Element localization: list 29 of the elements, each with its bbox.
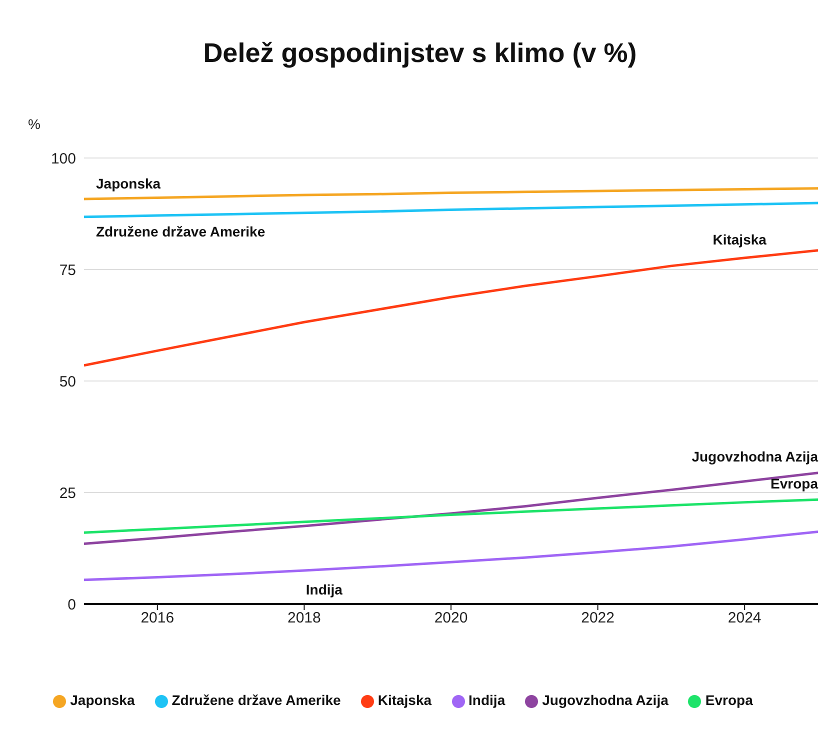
line-series xyxy=(84,498,818,534)
line-series xyxy=(84,249,818,367)
line-series xyxy=(84,472,818,546)
y-tick-label: 100 xyxy=(50,150,76,168)
text: Jugovzhodna Azija xyxy=(692,448,818,465)
x-tick-label: 2020 xyxy=(434,610,468,627)
text: Združene države Amerike xyxy=(96,224,266,240)
legend-label: Evropa xyxy=(705,692,753,708)
legend-label: Združene države Amerike xyxy=(172,692,341,708)
y-tick-label: 75 xyxy=(59,262,76,279)
x-tick-label: 2016 xyxy=(140,610,174,627)
y-tick-label: 0 xyxy=(68,596,76,614)
legend-label: Jugovzhodna Azija xyxy=(542,692,668,708)
legend-label: Indija xyxy=(468,692,506,708)
text: Evropa xyxy=(770,475,818,492)
chart-title: Delež gospodinjstev s klimo (v %) xyxy=(202,38,638,69)
text: Kitajska xyxy=(712,232,766,248)
x-tick-label: 2024 xyxy=(728,610,762,627)
y-tick-label: 25 xyxy=(59,484,76,502)
text: Japonska xyxy=(96,176,161,192)
x-tick-label: 2022 xyxy=(581,610,614,627)
legend-label: Japonska xyxy=(70,692,135,708)
line-series xyxy=(84,202,818,218)
line-series xyxy=(84,530,818,582)
y-tick-label: 50 xyxy=(59,373,76,390)
text: Indija xyxy=(306,581,342,598)
y-axis-title: % xyxy=(28,116,40,132)
legend-label: Kitajska xyxy=(378,692,432,708)
x-tick-label: 2018 xyxy=(288,610,321,627)
